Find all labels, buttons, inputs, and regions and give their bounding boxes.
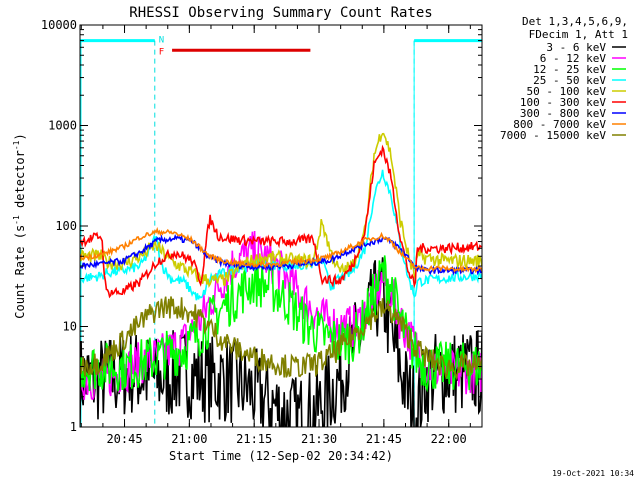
legend-header-1: Det 1,3,4,5,6,9, (522, 15, 628, 28)
legend-label-8: 7000 - 15000 keV (500, 129, 606, 142)
y-axis-label-part-1: -1 (12, 215, 21, 225)
y-tick-label-4: 10000 (41, 18, 77, 32)
x-tick-label-4: 21:45 (366, 432, 402, 446)
series-line-5 (80, 144, 482, 299)
x-tick-label-3: 21:30 (301, 432, 337, 446)
y-tick-label-1: 10 (63, 320, 77, 334)
series-line-7 (80, 226, 482, 274)
legend-label-0: 3 - 6 keV (546, 41, 606, 54)
series-line-8 (80, 296, 482, 381)
x-axis-label: Start Time (12-Sep-02 20:34:42) (169, 449, 393, 463)
x-tick-label-0: 20:45 (106, 432, 142, 446)
chart-title: RHESSI Observing Summary Count Rates (129, 5, 432, 21)
flag-n-label: N (159, 36, 164, 46)
x-tick-label-5: 22:00 (431, 432, 467, 446)
series-line-0 (80, 257, 482, 427)
y-axis-label: Count Rate (s-1 detector-1) (12, 133, 27, 318)
y-tick-label-3: 1000 (48, 119, 77, 133)
legend-header-2: FDecim 1, Att 1 (529, 28, 628, 41)
x-tick-label-1: 21:00 (171, 432, 207, 446)
legend-label-4: 50 - 100 keV (527, 85, 607, 98)
legend-label-1: 6 - 12 keV (540, 52, 607, 65)
y-axis-label-part-0: Count Rate (s (13, 225, 27, 319)
legend-label-6: 300 - 800 keV (520, 107, 606, 120)
y-tick-label-2: 100 (55, 219, 77, 233)
legend-label-5: 100 - 300 keV (520, 96, 606, 109)
flag-f-label: F (159, 47, 164, 57)
legend-label-3: 25 - 50 keV (533, 74, 606, 87)
y-tick-label-0: 1 (70, 420, 77, 434)
x-tick-label-2: 21:15 (236, 432, 272, 446)
y-axis-label-part-2: detector (13, 150, 27, 215)
legend-label-7: 800 - 7000 keV (513, 118, 606, 131)
series-line-2 (80, 255, 482, 393)
y-axis-label-part-4: ) (13, 133, 27, 140)
generation-timestamp: 19-Oct-2021 10:34 (552, 469, 634, 478)
legend-label-2: 12 - 25 keV (533, 63, 606, 76)
y-axis-label-part-3: -1 (12, 140, 21, 150)
